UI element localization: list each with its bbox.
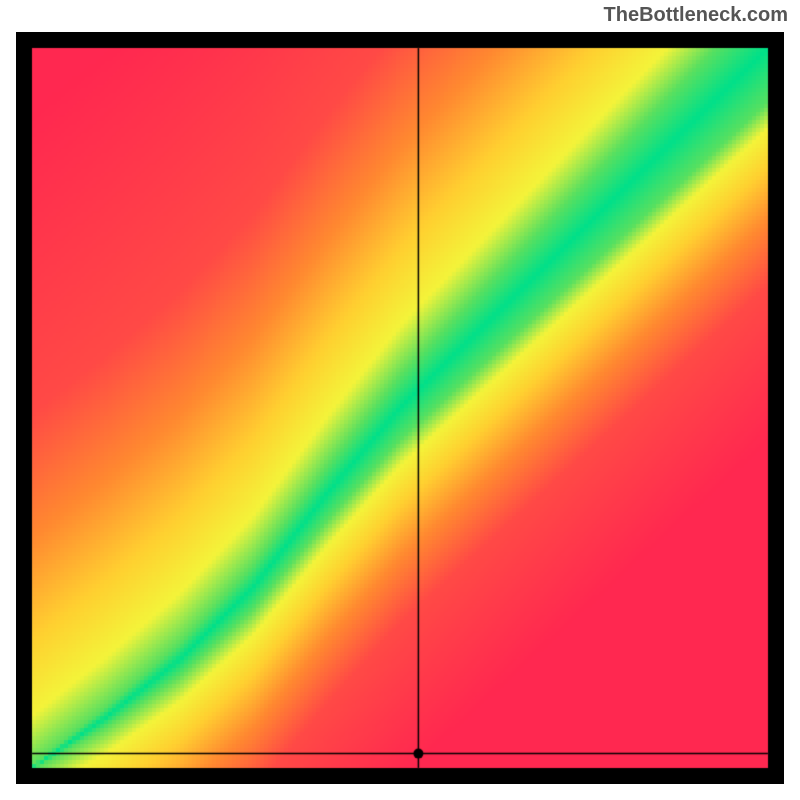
chart-container: TheBottleneck.com: [0, 0, 800, 800]
watermark-text: TheBottleneck.com: [604, 4, 788, 27]
heatmap-plot: [16, 32, 784, 784]
heatmap-canvas: [16, 32, 784, 784]
